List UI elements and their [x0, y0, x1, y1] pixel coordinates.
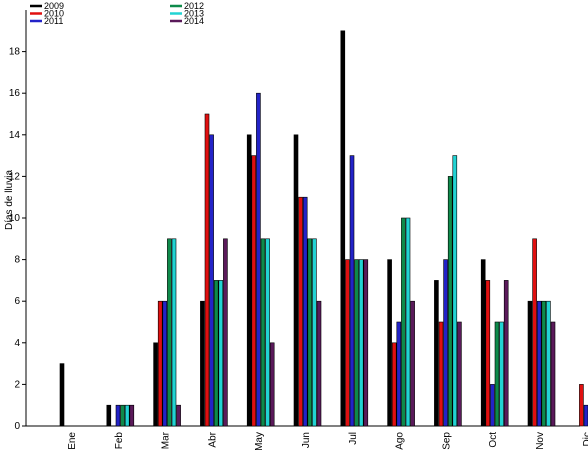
legend-label-2010: 2010: [44, 9, 64, 19]
bar-2014-Feb: [129, 404, 135, 427]
bar-2012-Sep: [447, 176, 453, 427]
bars: [59, 30, 588, 427]
bar-2009-May: [246, 134, 252, 427]
bar-2013-Ago: [405, 217, 411, 427]
bar-2009-Sep: [434, 280, 439, 427]
bar-2014-Mar: [176, 404, 181, 427]
bar-2011-Sep: [443, 259, 448, 427]
x-tick-label: Abr: [207, 431, 218, 447]
legend-label-2011: 2011: [44, 16, 63, 26]
bar-2012-Jul: [354, 259, 359, 427]
bar-2014-Sep: [457, 321, 462, 427]
bar-2012-Oct: [494, 321, 500, 427]
bar-2013-Mar: [171, 238, 177, 427]
bar-2014-Jul: [363, 259, 369, 427]
y-tick-label: 18: [9, 47, 21, 58]
bar-2010-Abr: [204, 113, 210, 427]
bar-2009-Ago: [387, 259, 392, 427]
x-tick-label: Jul: [348, 432, 359, 445]
bar-2010-Ago: [391, 342, 397, 427]
x-tick-label: Nov: [535, 432, 546, 450]
bar-2011-Ago: [396, 321, 402, 427]
bar-2012-Ago: [401, 217, 406, 427]
x-tick-label: Oct: [488, 432, 499, 448]
bar-2010-Nov: [532, 238, 537, 427]
x-tick-label: Feb: [114, 432, 125, 450]
y-tick-label: 16: [9, 88, 21, 99]
x-tick-label: Sep: [441, 432, 452, 450]
bar-2013-Jun: [312, 238, 317, 427]
bar-2013-Sep: [452, 155, 458, 427]
bar-2012-Mar: [167, 238, 172, 427]
bar-2012-Abr: [213, 280, 219, 427]
bar-2010-Dic: [579, 384, 584, 427]
x-tick-label: Ago: [395, 432, 406, 450]
bar-2010-May: [251, 155, 257, 427]
bar-2009-Jun: [293, 134, 299, 427]
bar-2010-Sep: [438, 321, 444, 427]
x-tick-label: Mar: [161, 431, 172, 449]
bar-2010-Jul: [345, 259, 350, 427]
x-tick-label: Jun: [301, 432, 312, 448]
bar-2013-Oct: [499, 321, 504, 427]
legend-label-2012: 2012: [184, 1, 204, 11]
bar-2012-May: [260, 238, 266, 427]
bar-2014-Nov: [550, 321, 556, 427]
bar-2013-Nov: [546, 300, 551, 427]
y-tick-label: 4: [14, 338, 20, 349]
bar-2013-Feb: [124, 404, 130, 427]
legend-label-2013: 2013: [184, 9, 204, 19]
bar-2014-Oct: [503, 280, 509, 427]
legend-label-2009: 2009: [44, 1, 64, 11]
bar-2009-Oct: [480, 259, 486, 427]
y-tick-label: 6: [14, 296, 20, 307]
bar-2011-Feb: [115, 404, 121, 427]
bar-2011-Abr: [209, 134, 214, 427]
y-axis-label: Días de lluvia: [4, 170, 15, 230]
bar-2009-Jul: [340, 30, 346, 427]
bar-2009-Abr: [200, 300, 205, 427]
x-tick-label: Ene: [67, 432, 78, 450]
bar-2011-Dic: [583, 404, 588, 427]
bar-2010-Mar: [157, 300, 163, 427]
bar-2009-Mar: [153, 342, 158, 427]
bar-2009-Feb: [106, 404, 112, 427]
bar-2012-Feb: [120, 404, 125, 427]
bar-2014-Jun: [316, 300, 322, 427]
bar-2012-Jun: [307, 238, 313, 427]
bar-2011-Nov: [536, 300, 542, 427]
bar-2011-May: [256, 92, 261, 427]
bar-2011-Jun: [302, 196, 308, 427]
bar-2013-May: [265, 238, 270, 427]
bar-2012-Nov: [541, 300, 547, 427]
x-tick-label: Dic: [582, 432, 588, 446]
bar-2009-Ene: [59, 363, 65, 427]
y-tick-labels: 0 2 4 6 8 10 12 14 16 18: [9, 47, 21, 432]
y-tick-label: 2: [14, 379, 20, 390]
y-tick-label: 12: [9, 171, 21, 182]
bar-2014-Ago: [410, 300, 415, 427]
bar-2009-Nov: [527, 300, 533, 427]
x-tick-labels: Ene Feb Mar Abr May Jun Jul Ago Sep Oct Nov Dic: [67, 431, 588, 450]
bar-2014-Abr: [223, 238, 228, 427]
y-tick-label: 0: [14, 421, 20, 432]
bar-2013-Jul: [358, 259, 364, 427]
bar-2010-Jun: [298, 196, 303, 427]
y-tick-label: 8: [14, 255, 20, 266]
bar-2011-Oct: [490, 384, 495, 427]
y-tick-label: 10: [9, 213, 21, 224]
bar-2014-May: [269, 342, 275, 427]
y-tick-label: 14: [9, 130, 21, 141]
bar-2013-Abr: [218, 280, 224, 427]
bar-2011-Mar: [162, 300, 168, 427]
bar-2010-Oct: [485, 280, 491, 427]
bar-2011-Jul: [349, 155, 355, 427]
x-tick-label: May: [254, 432, 265, 450]
legend-label-2014: 2014: [184, 16, 204, 26]
